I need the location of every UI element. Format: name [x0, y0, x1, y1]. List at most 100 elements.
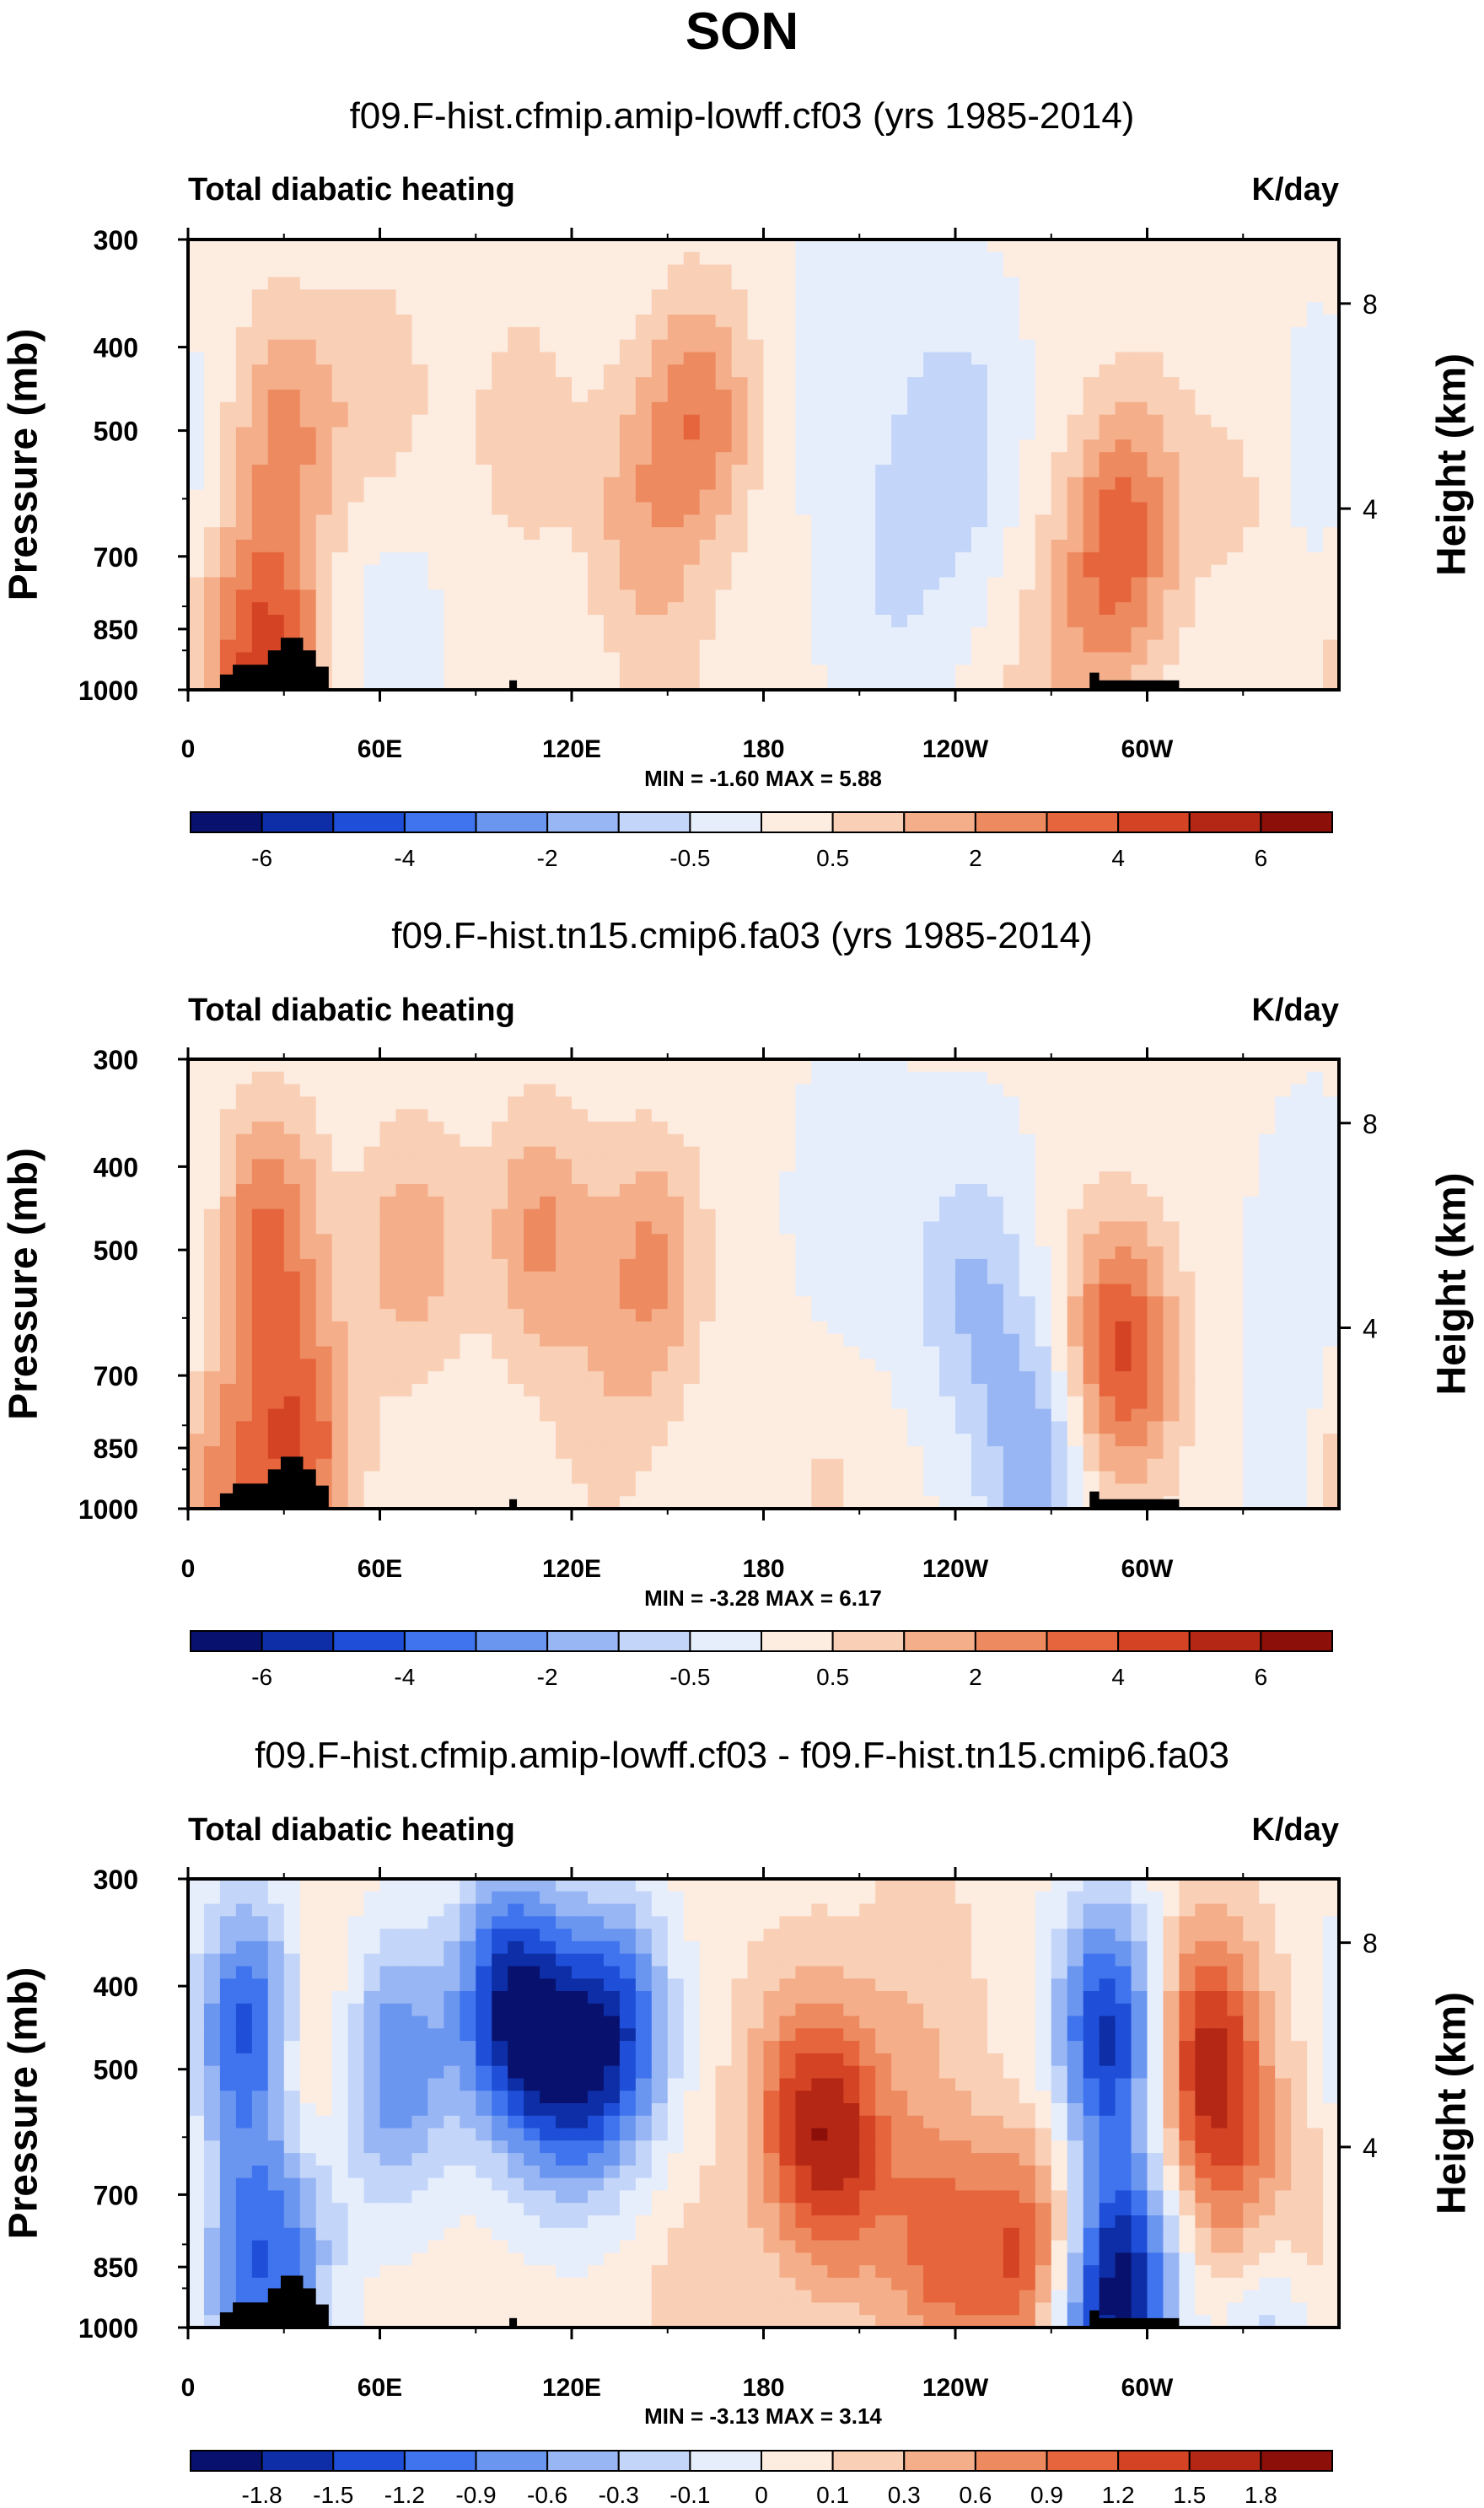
- field-cell: [955, 665, 972, 678]
- field-cell: [827, 1408, 844, 1422]
- field-cell: [363, 1359, 381, 1372]
- field-cell: [460, 527, 476, 541]
- field-cell: [267, 527, 285, 541]
- field-cell: [747, 502, 765, 515]
- field-cell: [331, 1133, 349, 1148]
- field-cell: [939, 377, 956, 390]
- field-cell: [987, 1234, 1004, 1247]
- field-cell: [635, 439, 653, 453]
- field-cell: [1259, 1059, 1276, 1073]
- field-cell: [203, 352, 221, 365]
- field-cell: [508, 552, 524, 566]
- field-cell: [731, 476, 749, 491]
- field-cell: [1099, 401, 1116, 416]
- field-cell: [1227, 527, 1244, 541]
- field-cell: [331, 552, 349, 566]
- field-cell: [667, 427, 685, 440]
- field-cell: [331, 1208, 349, 1223]
- field-cell: [955, 1171, 972, 1185]
- field-cell: [683, 1321, 701, 1335]
- field-cell: [843, 1208, 860, 1223]
- field-cell: [907, 239, 924, 253]
- field-cell: [251, 465, 269, 478]
- field-cell: [811, 1234, 828, 1247]
- field-cell: [731, 1445, 749, 1460]
- field-cell: [683, 452, 701, 466]
- field-cell: [411, 439, 428, 453]
- field-cell: [1051, 1346, 1068, 1359]
- field-cell: [875, 1408, 892, 1422]
- field-cell: [859, 239, 876, 253]
- field-cell: [1259, 465, 1276, 478]
- field-cell: [363, 1346, 381, 1359]
- field-cell: [492, 1445, 508, 1460]
- field-cell: [411, 427, 428, 440]
- field-cell: [524, 326, 540, 341]
- field-cell: [395, 1258, 413, 1273]
- field-cell: [347, 390, 365, 403]
- field-cell: [651, 264, 669, 278]
- field-cell: [411, 665, 428, 678]
- field-cell: [476, 476, 492, 491]
- field-cell: [891, 677, 908, 691]
- field-cell: [763, 1196, 781, 1210]
- field-cell: [1067, 1196, 1084, 1210]
- field-cell: [363, 615, 381, 628]
- field-cell: [683, 277, 701, 290]
- field-cell: [508, 427, 524, 440]
- field-cell: [635, 364, 653, 378]
- field-cell: [444, 564, 460, 579]
- field-cell: [619, 577, 637, 590]
- field-cell: [875, 277, 892, 290]
- field-cell: [1211, 615, 1228, 628]
- field-cell: [283, 264, 301, 278]
- field-cell: [747, 1271, 765, 1285]
- field-cell: [603, 390, 621, 403]
- field-cell: [1083, 414, 1100, 428]
- field-cell: [987, 652, 1004, 665]
- field-cell: [875, 439, 892, 453]
- field-cell: [540, 1109, 556, 1122]
- field-cell: [987, 1258, 1004, 1273]
- field-cell: [347, 1396, 365, 1410]
- field-cell: [1035, 665, 1052, 678]
- field-cell: [1259, 302, 1276, 315]
- field-cell: [219, 1246, 237, 1260]
- field-cell: [1195, 315, 1212, 328]
- field-cell: [683, 239, 701, 253]
- field-cell: [939, 1146, 956, 1160]
- field-cell: [283, 1246, 301, 1260]
- field-cell: [1291, 1421, 1308, 1434]
- field-cell: [1115, 1133, 1132, 1148]
- field-cell: [556, 1258, 573, 1273]
- field-cell: [235, 652, 253, 665]
- field-cell: [188, 1333, 205, 1348]
- field-cell: [971, 465, 988, 478]
- field-cell: [1275, 1109, 1292, 1122]
- field-cell: [891, 1159, 908, 1172]
- field-cell: [460, 1059, 476, 1073]
- field-cell: [299, 564, 317, 579]
- field-cell: [859, 339, 876, 353]
- field-cell: [1019, 639, 1036, 654]
- field-cell: [715, 1309, 733, 1322]
- field-cell: [587, 552, 605, 566]
- field-cell: [747, 1321, 765, 1335]
- panel-1: f09.F-hist.cfmip.amip-lowff.cf03 (yrs 19…: [2, 95, 1475, 871]
- field-cell: [540, 1421, 556, 1434]
- field-cell: [891, 1271, 908, 1285]
- field-cell: [619, 427, 637, 440]
- field-cell: [411, 1346, 428, 1359]
- field-cell: [411, 1122, 428, 1135]
- field-cell: [492, 514, 508, 528]
- field-cell: [875, 627, 892, 641]
- field-cell: [907, 1359, 924, 1372]
- field-cell: [955, 527, 972, 541]
- field-cell: [508, 264, 524, 278]
- field-cell: [683, 1359, 701, 1372]
- colorbar-label: 4: [1111, 845, 1125, 871]
- field-cell: [1227, 1396, 1244, 1410]
- field-cell: [1035, 315, 1052, 328]
- field-cell: [1227, 615, 1244, 628]
- field-cell: [508, 1396, 524, 1410]
